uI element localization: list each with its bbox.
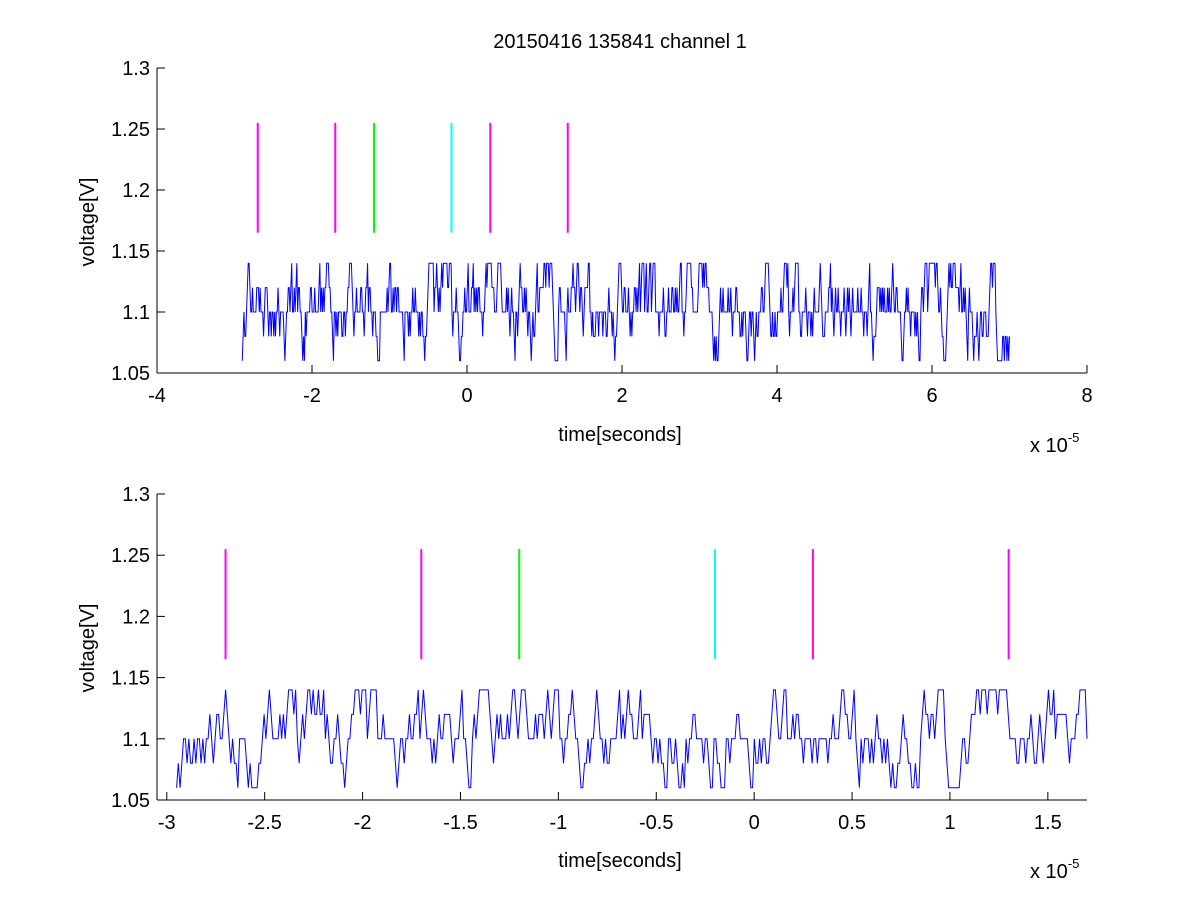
bottom-voltage-trace bbox=[176, 689, 1088, 789]
bottom-x-exponent-power: -5 bbox=[1068, 856, 1080, 871]
top-y-tick-label: 1.25 bbox=[111, 119, 150, 141]
top-x-tick-label: 8 bbox=[1081, 385, 1092, 407]
top-y-tick-label: 1.2 bbox=[122, 180, 150, 202]
bottom-x-tick-label: 0 bbox=[749, 812, 760, 834]
bottom-x-tick-label: -0.5 bbox=[639, 812, 673, 834]
top-plot: -4 -2 0 2 4 6 8 1.05 1.1 1.15 1.2 1.25 1.3 time[seco… bbox=[77, 58, 1093, 457]
top-x-axis-label: time[seconds] bbox=[558, 424, 681, 446]
top-x-tick-label: 0 bbox=[461, 385, 472, 407]
top-y-axis-label: voltage[V] bbox=[77, 178, 99, 267]
top-x-tick-label: -2 bbox=[303, 385, 321, 407]
top-axes: -4 -2 0 2 4 6 8 1.05 1.1 1.15 1.2 1.25 1.3 bbox=[111, 58, 1093, 407]
bottom-x-tick-label: -1 bbox=[549, 812, 567, 834]
bottom-x-axis-label: time[seconds] bbox=[558, 850, 681, 872]
top-x-tick-label: -4 bbox=[148, 385, 166, 407]
top-y-tick-label: 1.3 bbox=[122, 58, 150, 80]
bottom-y-tick-label: 1.2 bbox=[122, 606, 150, 628]
bottom-x-tick-label: -1.5 bbox=[443, 812, 477, 834]
bottom-x-exponent: x 10-5 bbox=[1030, 856, 1079, 883]
top-y-tick-label: 1.05 bbox=[111, 363, 150, 385]
top-x-tick-label: 6 bbox=[926, 385, 937, 407]
top-voltage-trace bbox=[241, 262, 1010, 362]
bottom-y-tick-label: 1.1 bbox=[122, 729, 150, 751]
bottom-axes: -3 -2.5 -2 -1.5 -1 -0.5 0 0.5 1 1.5 1.05 1.1 1.15 1.2… bbox=[111, 484, 1087, 834]
bottom-y-tick-label: 1.25 bbox=[111, 545, 150, 567]
bottom-x-tick-label: -2.5 bbox=[247, 812, 281, 834]
bottom-y-axis-label: voltage[V] bbox=[77, 604, 99, 693]
bottom-x-tick-label: -2 bbox=[354, 812, 372, 834]
top-y-tick-label: 1.1 bbox=[122, 302, 150, 324]
top-x-tick-label: 4 bbox=[771, 385, 782, 407]
top-signal-layer bbox=[241, 262, 1010, 362]
bottom-y-tick-label: 1.15 bbox=[111, 668, 150, 690]
top-x-exponent-base: x 10 bbox=[1030, 435, 1068, 457]
bottom-y-tick-label: 1.05 bbox=[111, 790, 150, 812]
bottom-x-tick-label: -3 bbox=[158, 812, 176, 834]
bottom-y-tick-label: 1.3 bbox=[122, 484, 150, 506]
top-x-tick-label: 2 bbox=[616, 385, 627, 407]
bottom-marker-layer bbox=[224, 549, 1010, 660]
bottom-signal-layer bbox=[176, 689, 1088, 789]
top-marker-layer bbox=[256, 122, 569, 233]
chart-title: 20150416 135841 channel 1 bbox=[493, 31, 747, 53]
top-y-tick-label: 1.15 bbox=[111, 241, 150, 263]
bottom-x-tick-label: 1.5 bbox=[1034, 812, 1062, 834]
bottom-x-tick-label: 0.5 bbox=[838, 812, 866, 834]
bottom-x-exponent-base: x 10 bbox=[1030, 861, 1068, 883]
top-x-exponent-power: -5 bbox=[1068, 430, 1080, 445]
bottom-x-tick-label: 1 bbox=[944, 812, 955, 834]
bottom-plot: -3 -2.5 -2 -1.5 -1 -0.5 0 0.5 1 1.5 1.05 1.1 1.15 1.2… bbox=[77, 484, 1088, 883]
top-x-exponent: x 10-5 bbox=[1030, 430, 1079, 457]
